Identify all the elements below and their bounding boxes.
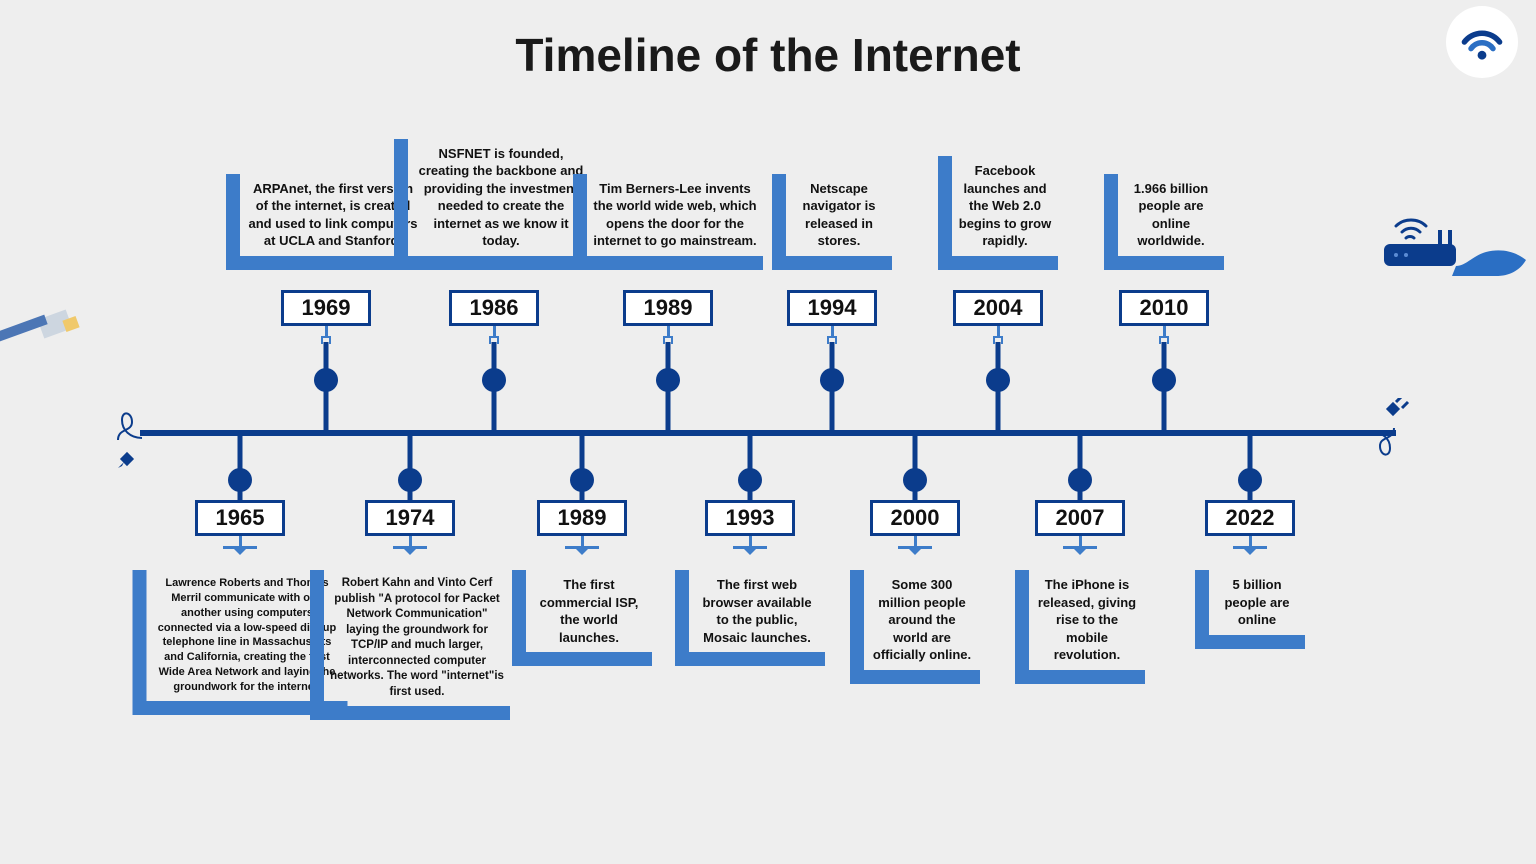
year-monitor: 1969 — [281, 290, 371, 342]
timeline-connector — [996, 380, 1001, 430]
event-description: Facebook launches and the Web 2.0 begins… — [938, 156, 1058, 270]
year-label: 1994 — [787, 290, 877, 326]
year-label: 1986 — [449, 290, 539, 326]
wifi-logo-icon — [1460, 20, 1504, 64]
plug-left-icon — [104, 398, 184, 478]
year-monitor: 2010 — [1119, 290, 1209, 342]
year-label: 1974 — [365, 500, 455, 536]
year-label: 2007 — [1035, 500, 1125, 536]
timeline-connector — [748, 480, 753, 500]
year-label: 2004 — [953, 290, 1043, 326]
timeline-connector — [408, 430, 413, 480]
year-monitor: 1994 — [787, 290, 877, 342]
timeline-connector — [492, 342, 497, 380]
timeline-connector — [666, 380, 671, 430]
year-monitor: 2022 — [1205, 500, 1295, 555]
timeline-connector — [913, 430, 918, 480]
event-description: Tim Berners-Lee invents the world wide w… — [573, 174, 763, 270]
year-label: 1965 — [195, 500, 285, 536]
timeline-connector — [408, 480, 413, 500]
timeline-axis — [140, 430, 1396, 436]
timeline-connector — [1162, 342, 1167, 380]
timeline-connector — [1248, 430, 1253, 480]
timeline-connector — [1162, 380, 1167, 430]
year-label: 1969 — [281, 290, 371, 326]
timeline-connector — [324, 380, 329, 430]
timeline-connector — [830, 380, 835, 430]
timeline-connector — [324, 342, 329, 380]
year-monitor: 1965 — [195, 500, 285, 555]
plug-right-icon — [1366, 398, 1446, 478]
year-label: 2010 — [1119, 290, 1209, 326]
timeline-connector — [666, 342, 671, 380]
timeline-connector — [830, 342, 835, 380]
year-monitor: 1993 — [705, 500, 795, 555]
page-title: Timeline of the Internet — [0, 0, 1536, 82]
event-description: Some 300 million people around the world… — [850, 570, 980, 684]
timeline-connector — [580, 480, 585, 500]
logo-badge — [1446, 6, 1518, 78]
timeline-connector — [238, 430, 243, 480]
event-description: The first web browser available to the p… — [675, 570, 825, 666]
year-label: 2022 — [1205, 500, 1295, 536]
year-label: 1993 — [705, 500, 795, 536]
event-description: Robert Kahn and Vinto Cerf publish "A pr… — [310, 570, 510, 720]
year-monitor: 1974 — [365, 500, 455, 555]
timeline-connector — [913, 480, 918, 500]
timeline-connector — [1078, 430, 1083, 480]
year-label: 1989 — [537, 500, 627, 536]
timeline-connector — [748, 430, 753, 480]
timeline-connector — [238, 480, 243, 500]
event-description: NSFNET is founded, creating the backbone… — [394, 139, 594, 270]
router-hand-icon — [1376, 210, 1526, 300]
year-label: 1989 — [623, 290, 713, 326]
timeline-connector — [580, 430, 585, 480]
event-description: 1.966 billion people are online worldwid… — [1104, 174, 1224, 270]
year-monitor: 1989 — [537, 500, 627, 555]
timeline-connector — [1078, 480, 1083, 500]
timeline-connector — [996, 342, 1001, 380]
timeline-connector — [1248, 480, 1253, 500]
year-monitor: 1989 — [623, 290, 713, 342]
year-monitor: 1986 — [449, 290, 539, 342]
event-description: Netscape navigator is released in stores… — [772, 174, 892, 270]
event-description: 5 billion people are online — [1195, 570, 1305, 649]
year-monitor: 2007 — [1035, 500, 1125, 555]
event-description: The first commercial ISP, the world laun… — [512, 570, 652, 666]
year-monitor: 2000 — [870, 500, 960, 555]
year-label: 2000 — [870, 500, 960, 536]
timeline-connector — [492, 380, 497, 430]
year-monitor: 2004 — [953, 290, 1043, 342]
ethernet-cable-icon — [0, 280, 90, 360]
event-description: The iPhone is released, giving rise to t… — [1015, 570, 1145, 684]
